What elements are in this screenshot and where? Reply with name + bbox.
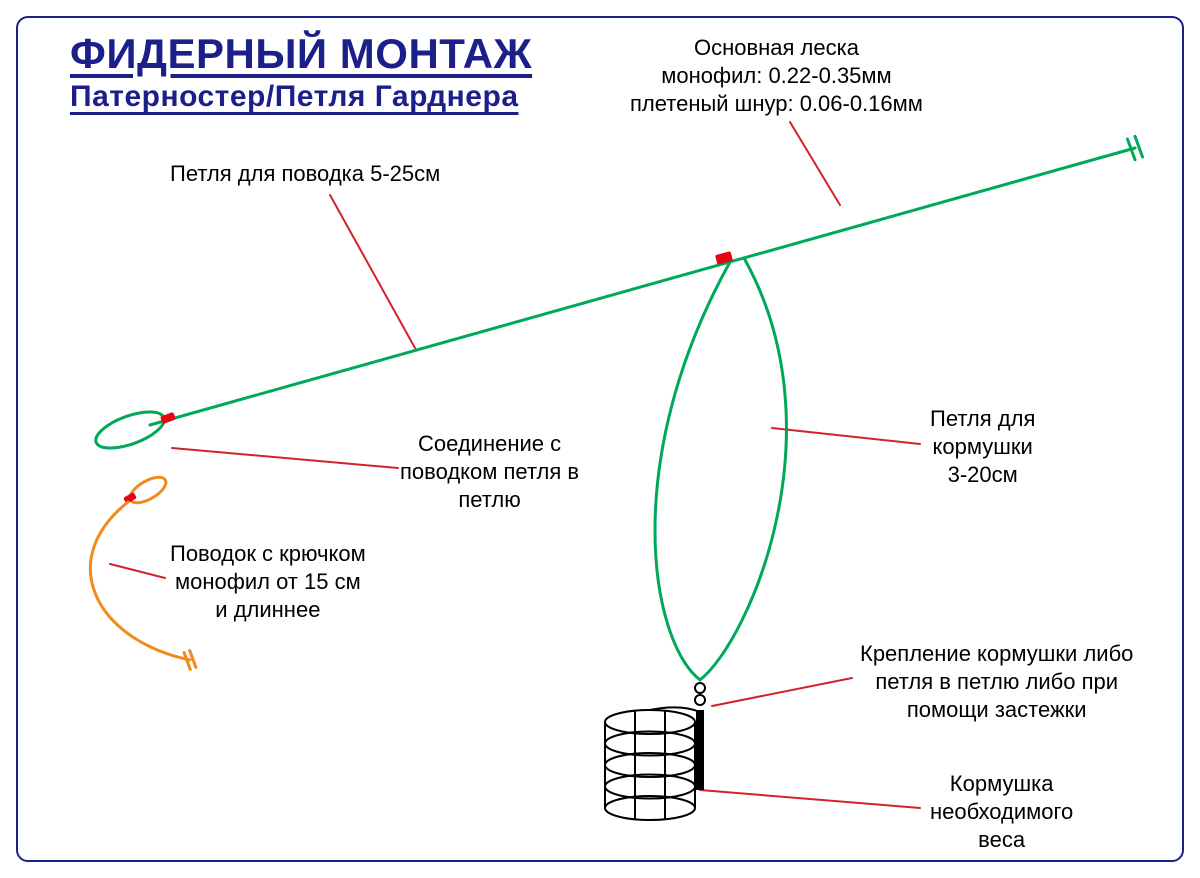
label-leader: Поводок с крючком монофил от 15 см и дли… xyxy=(170,540,366,624)
label-attachment: Крепление кормушки либо петля в петлю ли… xyxy=(860,640,1133,724)
label-lead-loop: Петля для поводка 5-25см xyxy=(170,160,440,188)
label-feeder-loop: Петля для кормушки 3-20см xyxy=(930,405,1035,489)
label-connection: Соединение с поводком петля в петлю xyxy=(400,430,579,514)
label-feeder: Кормушка необходимого веса xyxy=(930,770,1073,854)
label-main-line: Основная леска монофил: 0.22-0.35мм плет… xyxy=(630,34,923,118)
